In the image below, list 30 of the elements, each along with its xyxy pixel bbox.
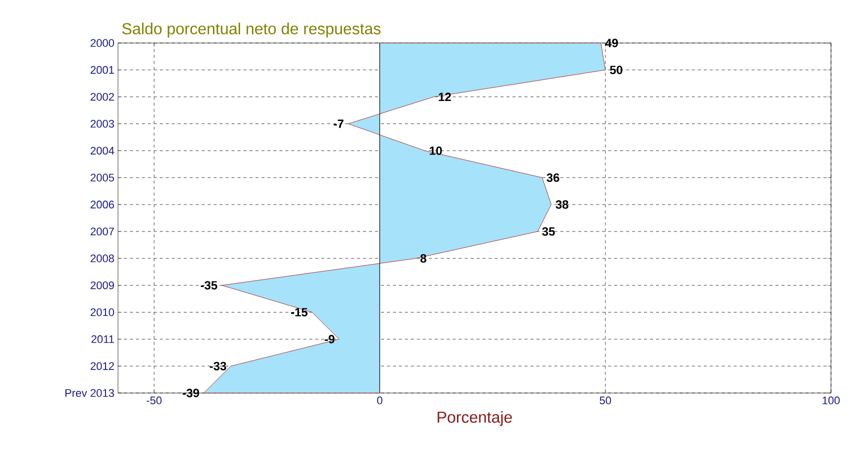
x-tick-label: -50 xyxy=(146,396,162,404)
y-tick-label: 2010 xyxy=(90,308,114,316)
y-tick-label: 2003 xyxy=(90,120,114,128)
y-tick-label: 2002 xyxy=(90,92,114,101)
y-tick-label: 2001 xyxy=(90,66,114,74)
data-label: 36 xyxy=(546,173,560,182)
x-tick-label: 100 xyxy=(822,396,840,404)
x-tick-label: 50 xyxy=(600,396,612,404)
y-tick-label: 2011 xyxy=(91,335,114,344)
y-tick-label: 2006 xyxy=(90,200,114,208)
data-label: 35 xyxy=(542,227,555,236)
chart-title: Saldo porcentual neto de respuestas xyxy=(122,22,381,38)
y-tick-label: 2008 xyxy=(90,254,114,262)
data-label: 50 xyxy=(610,66,622,74)
data-label: -35 xyxy=(200,281,218,290)
data-label: -7 xyxy=(334,120,344,128)
y-tick-label: 2005 xyxy=(90,174,114,182)
y-tick-label: 2009 xyxy=(90,281,114,290)
y-tick-label: 2012 xyxy=(90,362,114,370)
x-axis-title: Porcentaje xyxy=(438,411,512,426)
y-tick-label: 2004 xyxy=(90,146,114,155)
data-label: -15 xyxy=(291,308,308,316)
data-label: 38 xyxy=(556,200,568,209)
data-label: 49 xyxy=(605,38,618,48)
y-tick-label: Prev 2013 xyxy=(65,389,114,397)
y-tick-label: 2007 xyxy=(90,228,114,236)
data-label: -39 xyxy=(182,388,200,398)
data-label: -33 xyxy=(210,362,226,370)
y-tick-label: 2000 xyxy=(90,39,114,47)
x-tick-label: 0 xyxy=(377,396,382,404)
